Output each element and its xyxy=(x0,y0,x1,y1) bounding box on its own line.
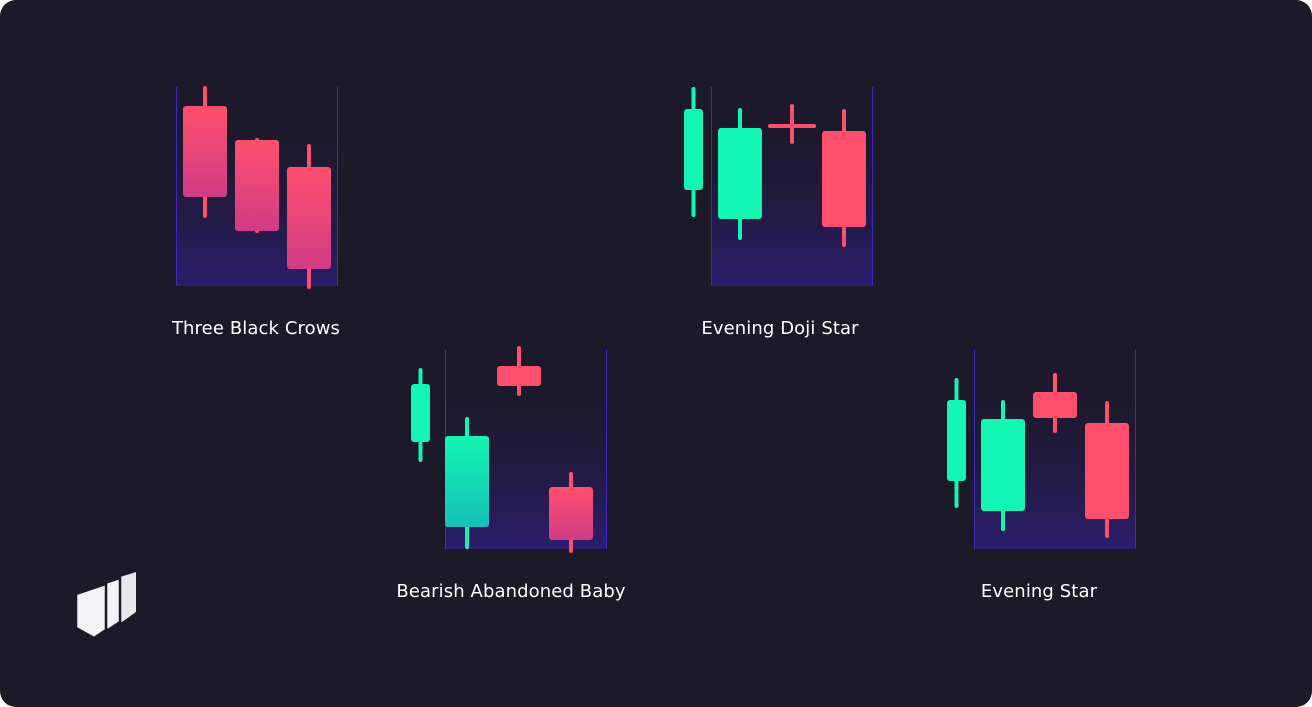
candle-body xyxy=(684,109,703,190)
candle-body xyxy=(822,131,866,227)
candle-bearish xyxy=(549,472,593,553)
candle-body xyxy=(947,400,966,481)
pattern-label-evening-star: Evening Star xyxy=(980,581,1098,602)
layered-pages-logo-icon xyxy=(74,572,138,644)
candle-body xyxy=(1085,423,1129,519)
candle-bullish xyxy=(411,368,430,462)
candle-bullish xyxy=(684,87,703,217)
candle-bearish xyxy=(287,144,331,289)
candle-body xyxy=(549,487,593,540)
candle-body xyxy=(718,128,762,219)
candle-body xyxy=(445,436,489,527)
candle-body xyxy=(981,419,1025,511)
pattern-label-bearish-abandoned-baby: Bearish Abandoned Baby xyxy=(396,581,626,602)
candle-body xyxy=(1033,392,1077,418)
candle-body xyxy=(183,106,227,197)
candle-bullish xyxy=(445,417,489,549)
candle-bullish xyxy=(718,108,762,240)
candle-body xyxy=(497,366,541,386)
pattern-label-evening-doji-star: Evening Doji Star xyxy=(701,318,859,339)
candle-bullish xyxy=(981,400,1025,531)
candle-bearish xyxy=(1085,401,1129,538)
candle-bearish xyxy=(1033,373,1077,433)
candle-body xyxy=(235,140,279,231)
pattern-label-three-black-crows: Three Black Crows xyxy=(171,318,341,339)
candle-bearish xyxy=(497,346,541,396)
candle-bearish xyxy=(768,104,816,144)
candle-body xyxy=(411,384,430,442)
candle-bearish xyxy=(235,138,279,233)
candle-bullish xyxy=(947,378,966,508)
candle-body xyxy=(287,167,331,269)
candle-bearish xyxy=(183,86,227,218)
candle-bearish xyxy=(822,109,866,247)
